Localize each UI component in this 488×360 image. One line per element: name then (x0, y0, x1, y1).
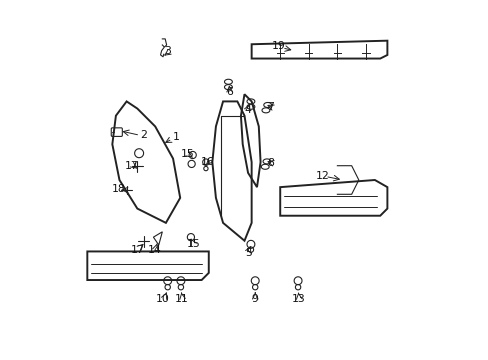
Text: 10: 10 (155, 294, 169, 303)
Text: 9: 9 (251, 294, 258, 303)
Text: 4: 4 (244, 105, 251, 115)
Text: 17: 17 (125, 161, 139, 171)
Text: 18: 18 (112, 184, 125, 194)
Text: 8: 8 (266, 158, 273, 168)
Text: 11: 11 (175, 294, 188, 303)
Text: 3: 3 (164, 46, 171, 56)
Text: 1: 1 (173, 132, 180, 142)
Text: 13: 13 (291, 294, 305, 303)
Text: 7: 7 (266, 102, 273, 112)
Text: 6: 6 (225, 87, 232, 98)
Text: 15: 15 (186, 239, 200, 249)
Text: 5: 5 (245, 248, 252, 258)
Text: 15: 15 (181, 149, 195, 159)
Text: 16: 16 (201, 157, 215, 167)
Text: 19: 19 (271, 41, 285, 51)
Text: 14: 14 (147, 245, 161, 255)
Text: 17: 17 (130, 245, 144, 255)
Text: 2: 2 (140, 130, 147, 140)
Text: 12: 12 (316, 171, 329, 181)
